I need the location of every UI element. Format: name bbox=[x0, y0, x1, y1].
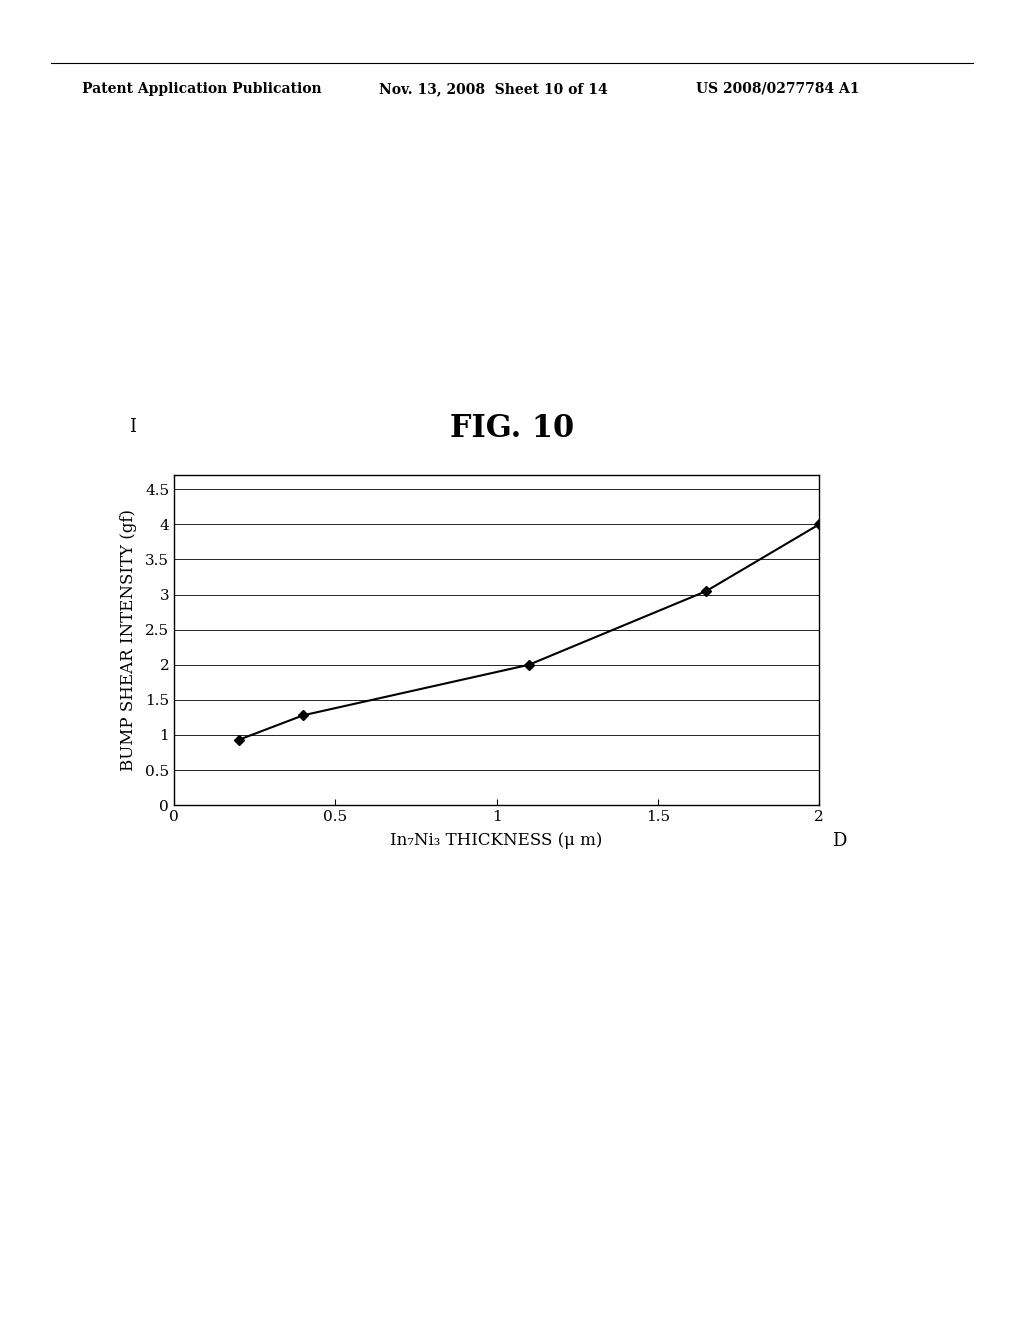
Text: Nov. 13, 2008  Sheet 10 of 14: Nov. 13, 2008 Sheet 10 of 14 bbox=[379, 82, 607, 96]
Text: D: D bbox=[833, 832, 847, 850]
X-axis label: In₇Ni₃ THICKNESS (μ m): In₇Ni₃ THICKNESS (μ m) bbox=[390, 833, 603, 849]
Text: I: I bbox=[129, 417, 136, 436]
Text: FIG. 10: FIG. 10 bbox=[450, 413, 574, 445]
Text: Patent Application Publication: Patent Application Publication bbox=[82, 82, 322, 96]
Y-axis label: BUMP SHEAR INTENSITY (gf): BUMP SHEAR INTENSITY (gf) bbox=[120, 510, 137, 771]
Text: US 2008/0277784 A1: US 2008/0277784 A1 bbox=[696, 82, 860, 96]
